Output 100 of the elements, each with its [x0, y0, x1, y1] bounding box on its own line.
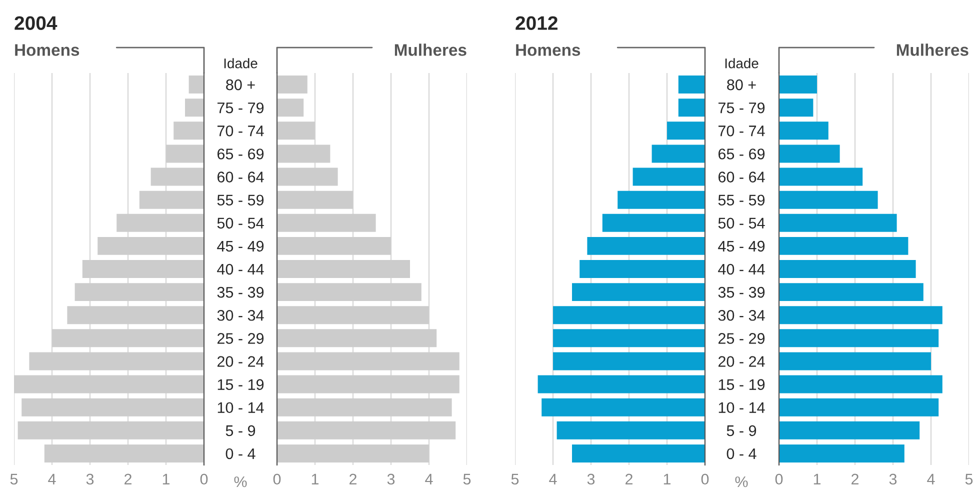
bar: [277, 190, 353, 209]
x-axis-title: %: [234, 476, 247, 488]
bar: [779, 352, 931, 370]
y-tick-label: 30 - 34: [217, 310, 264, 321]
bar: [277, 98, 304, 117]
y-tick-label: 55 - 59: [217, 194, 264, 206]
bar: [52, 329, 204, 348]
x-tick-label: 4: [425, 474, 433, 484]
bar: [74, 283, 204, 302]
bar: [44, 444, 204, 462]
bar: [188, 76, 204, 94]
x-tick-label: 0: [775, 474, 783, 485]
bar: [779, 98, 814, 117]
y-tick-label: 15 - 19: [718, 379, 765, 390]
y-tick-label: 0 - 4: [726, 448, 756, 460]
y-tick-label: 0 - 4: [226, 448, 256, 460]
bar: [22, 398, 204, 416]
bar: [174, 122, 204, 140]
bar: [277, 122, 315, 140]
x-tick-label: 3: [387, 474, 395, 485]
x-tick-label: 3: [86, 474, 94, 485]
bar: [667, 122, 705, 140]
y-tick-label: 25 - 29: [217, 333, 264, 344]
x-tick-label: 5: [965, 474, 973, 485]
bar: [277, 352, 460, 370]
bar: [779, 329, 939, 348]
x-tick-label: 2: [350, 474, 356, 484]
text: Homens: [516, 44, 580, 56]
bar: [779, 144, 840, 163]
bar: [14, 375, 204, 394]
bar: [277, 444, 429, 462]
x-tick-label: 1: [664, 474, 671, 484]
x-tick-label: 1: [814, 474, 821, 484]
bar: [779, 76, 817, 94]
bar: [587, 236, 705, 255]
x-tick-label: 5: [463, 474, 471, 485]
y-tick-label: 70 - 74: [218, 126, 264, 136]
bar: [779, 306, 942, 324]
bar: [779, 421, 920, 440]
bar: [150, 168, 204, 186]
x-tick-label: 0: [200, 474, 208, 485]
bar: [779, 214, 897, 232]
bar: [652, 144, 705, 163]
bar: [580, 260, 705, 278]
bar: [277, 306, 429, 324]
x-axis-title: %: [735, 476, 748, 488]
y-tick-label: 45 - 49: [718, 240, 765, 252]
y-tick-label: 70 - 74: [718, 126, 765, 136]
text: Mulheres: [394, 44, 466, 56]
y-tick-label: 45 - 49: [217, 240, 264, 252]
bar: [277, 214, 376, 232]
x-tick-label: 1: [162, 474, 170, 484]
bar: [67, 306, 204, 324]
bar: [779, 398, 939, 416]
bar: [277, 398, 452, 416]
bar: [277, 236, 391, 255]
y-tick-label: 35 - 39: [718, 286, 765, 298]
y-tick-label: 35 - 39: [217, 286, 264, 298]
bar: [779, 168, 863, 186]
y-tick-label: 80 +: [727, 79, 756, 90]
y-tick-label: 5 - 9: [226, 425, 256, 436]
x-tick-label: 0: [701, 474, 709, 485]
bar: [779, 190, 878, 209]
bar: [553, 352, 705, 370]
y-tick-label: 65 - 69: [217, 148, 264, 160]
y-tick-label: 20 - 24: [217, 356, 264, 367]
x-tick-label: 2: [626, 474, 632, 484]
y-tick-label: 5 - 9: [726, 425, 756, 436]
y-tick-label: 25 - 29: [718, 333, 765, 344]
x-tick-label: 4: [48, 474, 56, 484]
x-tick-label: 0: [273, 474, 281, 485]
bar: [553, 306, 705, 324]
bar: [277, 329, 437, 348]
y-axis-title: Idade: [224, 58, 258, 68]
y-tick-label: 50 - 54: [217, 218, 264, 229]
y-tick-label: 15 - 19: [218, 379, 264, 390]
bar: [277, 76, 308, 94]
bar: [185, 98, 204, 117]
x-tick-label: 4: [549, 474, 557, 484]
bar: [277, 283, 422, 302]
bar: [779, 283, 924, 302]
x-tick-label: 5: [10, 474, 18, 485]
bar: [277, 375, 460, 394]
x-tick-label: 2: [852, 474, 858, 484]
y-tick-label: 65 - 69: [718, 148, 765, 160]
bar: [18, 421, 204, 440]
bar: [82, 260, 204, 278]
bar: [779, 122, 828, 140]
text: Homens: [15, 44, 80, 56]
y-tick-label: 60 - 64: [217, 172, 264, 182]
bar: [632, 168, 705, 186]
text: Mulheres: [896, 44, 968, 56]
bar: [98, 236, 204, 255]
x-tick-label: 1: [312, 474, 319, 484]
y-tick-label: 75 - 79: [718, 102, 765, 114]
y-tick-label: 55 - 59: [718, 194, 765, 206]
bar: [277, 168, 338, 186]
bar: [572, 444, 705, 462]
bar: [779, 260, 916, 278]
y-tick-label: 20 - 24: [718, 356, 765, 367]
